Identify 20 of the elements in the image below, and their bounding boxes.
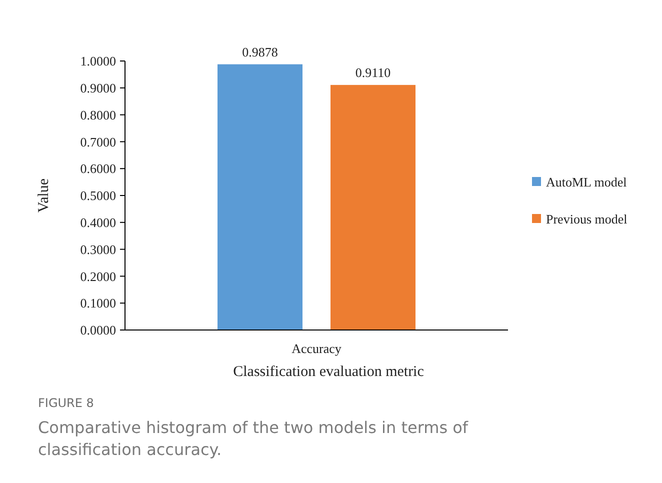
legend-label: Previous model (546, 212, 628, 227)
y-tick-label: 0.6000 (80, 161, 116, 176)
y-tick-label: 0.8000 (80, 107, 116, 122)
y-tick-label: 0.9000 (80, 80, 116, 96)
data-label: 0.9878 (242, 44, 278, 60)
y-tick-label: 0.5000 (80, 188, 116, 204)
y-tick-label: 0.0000 (80, 322, 116, 338)
x-tick-label: Accuracy (292, 341, 342, 356)
legend-label: AutoML model (546, 174, 628, 190)
y-tick-label: 0.2000 (80, 268, 116, 284)
y-tick-label: 1.0000 (80, 54, 116, 69)
x-axis-title: Classification evaluation metric (233, 364, 424, 380)
data-label: 0.9110 (355, 64, 391, 80)
y-axis-title: Value (36, 178, 52, 213)
y-tick-label: 0.7000 (80, 134, 116, 150)
y-tick-label: 0.4000 (80, 214, 116, 230)
text: Comparative histogram of the two models in terms of classification accuracy. (38, 418, 468, 459)
caption: FIGURE 8 (38, 396, 94, 410)
y-tick-label: 0.3000 (80, 242, 116, 257)
y-tick-label: 0.1000 (80, 296, 116, 311)
